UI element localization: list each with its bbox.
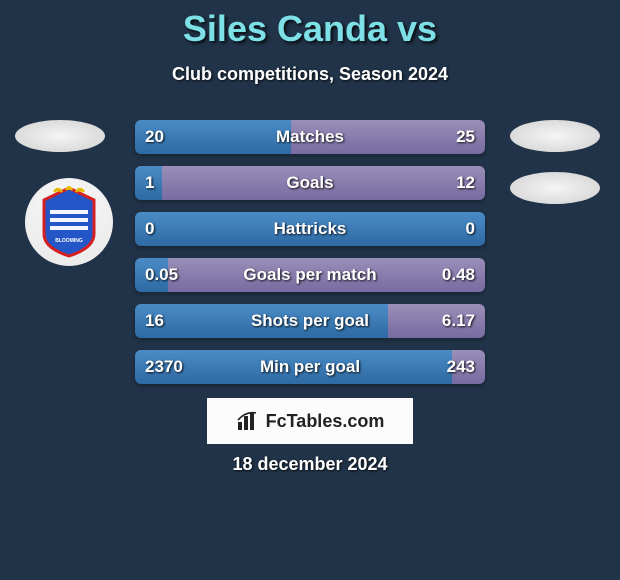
stat-row: 00Hattricks <box>135 212 485 246</box>
stat-label: Min per goal <box>135 350 485 384</box>
player-avatar-right <box>510 120 600 152</box>
page-title: Siles Canda vs <box>0 0 620 50</box>
stat-row: 2370243Min per goal <box>135 350 485 384</box>
stat-row: 2025Matches <box>135 120 485 154</box>
stat-row: 166.17Shots per goal <box>135 304 485 338</box>
club-badge-left: BLOOMING <box>25 178 113 266</box>
bars-chart-icon <box>236 410 260 432</box>
player-avatar-left <box>15 120 105 152</box>
date-text: 18 december 2024 <box>0 454 620 475</box>
stat-label: Goals per match <box>135 258 485 292</box>
stat-label: Matches <box>135 120 485 154</box>
stat-label: Shots per goal <box>135 304 485 338</box>
svg-text:BLOOMING: BLOOMING <box>55 238 83 244</box>
stat-label: Hattricks <box>135 212 485 246</box>
comparison-bars: 2025Matches 112Goals 00Hattricks 0.050.48Go… <box>135 120 485 396</box>
club-avatar-right <box>510 172 600 204</box>
blooming-shield-icon: BLOOMING <box>40 186 98 258</box>
brand-badge: FcTables.com <box>207 398 413 444</box>
stat-row: 112Goals <box>135 166 485 200</box>
subtitle: Club competitions, Season 2024 <box>0 64 620 85</box>
stat-row: 0.050.48Goals per match <box>135 258 485 292</box>
stat-label: Goals <box>135 166 485 200</box>
brand-text: FcTables.com <box>266 411 385 432</box>
